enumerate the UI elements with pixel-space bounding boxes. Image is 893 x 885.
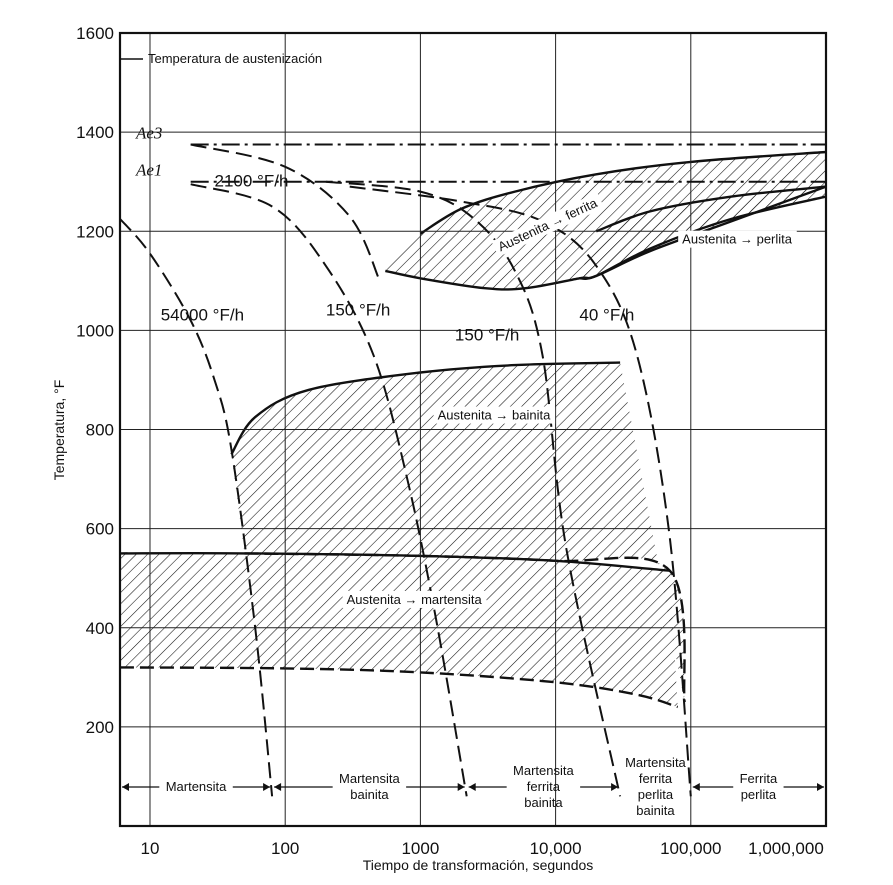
y-tick-label: 1600 [76,24,114,43]
y-tick-label: 600 [86,520,114,539]
labels: 200 400 600 800 1000 1200 1400 1600 10 100 1000 10,… [51,24,824,873]
microstructure-label: perlita [741,787,777,802]
cooling-curve [119,218,274,797]
cooling-rate-label: 2100 °F/h [215,172,289,191]
microstructure-label: ferrita [527,779,561,794]
region-label: Austenita → perlita [682,232,793,247]
region-lower-boundary [579,195,827,280]
region-label-bg [491,192,605,257]
y-tick-label: 400 [86,619,114,638]
x-tick-label: 100,000 [660,839,721,858]
region-lower-boundary [119,666,679,709]
region-label-bg [342,590,487,608]
region-label: Austenita → martensita [347,592,483,607]
range-arrowhead [263,783,271,791]
cooling-rate-label: 150 °F/h [326,301,390,320]
x-tick-label: 100 [271,839,299,858]
microstructure-label: Martensita [513,763,574,778]
microstructure-label: Martensita [625,755,686,770]
x-axis-label: Tiempo de transformación, segundos [363,857,594,873]
microstructure-label: ferrita [639,771,673,786]
region-hatch [120,553,678,707]
y-tick-label: 200 [86,718,114,737]
microstructure-label: bainita [350,787,389,802]
region-upper-boundary [595,185,827,233]
y-tick-label: 1400 [76,123,114,142]
y-tick-label: 1000 [76,321,114,340]
cooling-curve [190,183,468,797]
microstructure-label: bainita [524,795,563,810]
range-arrowhead [468,783,476,791]
microstructure-label: bainita [636,803,675,818]
microstructure-label: Ferrita [740,771,778,786]
region-label: Austenita → bainita [438,408,552,423]
region-hatch [385,152,826,290]
austenitizing-label: Temperatura de austenización [148,51,322,66]
cooling-curve [325,180,622,797]
x-tick-label: 10,000 [530,839,582,858]
range-arrowhead [122,783,129,791]
cooling-rate-label: 40 °F/h [579,305,634,324]
ae3-label: Ae3 [135,124,162,143]
cooling-rate-label: 54000 °F/h [161,305,244,324]
region-label-bg [678,230,797,248]
x-tick-label: 10 [141,839,160,858]
x-tick-label: 1000 [401,839,439,858]
plot-frame [118,31,828,828]
range-arrowhead [274,783,282,791]
microstructure-label: Martensita [166,779,227,794]
range-arrowhead [692,783,700,791]
x-tick-label: 1,000,000 [748,839,824,858]
cooling-curves [119,143,692,797]
range-arrowhead [817,783,824,791]
range-arrowhead [611,783,619,791]
microstructure-label: Martensita [339,771,400,786]
microstructure-label: perlita [638,787,674,802]
y-tick-label: 1200 [76,222,114,241]
region-upper-boundary [230,361,621,455]
cooling-curve [349,185,692,797]
y-axis-label: Temperatura, °F [51,380,67,481]
cooling-rate-label: 150 °F/h [455,325,519,344]
cooling-curve [190,143,381,282]
reference-lines [190,143,826,183]
region-label-bg [433,406,556,424]
region-hatch [231,362,685,703]
range-arrowhead [457,783,465,791]
ae1-label: Ae1 [135,161,162,180]
region-upper-boundary [119,552,671,572]
y-tick-label: 800 [86,421,114,440]
transformation-regions [119,150,827,709]
